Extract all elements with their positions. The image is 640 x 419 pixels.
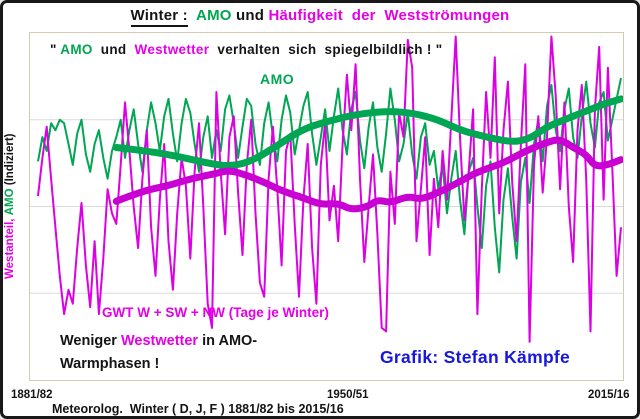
amo-series-label: AMO xyxy=(260,71,295,87)
quote-annotation: " AMO und Westwetter verhalten sich spie… xyxy=(50,42,443,57)
gwt-series-label: GWT W + SW + NW (Tage je Winter) xyxy=(102,305,329,320)
credit-label: Grafik: Stefan Kämpfe xyxy=(380,347,571,367)
plot-area: " AMO und Westwetter verhalten sich spie… xyxy=(29,32,624,381)
figure-title: Winter : AMO und Häufigkeit der Westströ… xyxy=(3,7,637,27)
x-tick-1881-82: 1881/82 xyxy=(11,389,53,401)
chart-svg xyxy=(30,35,623,343)
figure-caption: Meteorolog. Winter ( D, J, F ) 1881/82 b… xyxy=(52,402,344,416)
note-annotation: Weniger Westwetter in AMO- Warmphasen ! xyxy=(60,330,257,376)
x-tick-1950-51: 1950/51 xyxy=(327,389,369,401)
y-axis-label: Westanteil, AMO (Indiziert) xyxy=(4,133,16,279)
x-tick-2015-16: 2015/16 xyxy=(588,389,630,401)
note-line1: Weniger Westwetter in AMO- xyxy=(60,333,258,349)
note-line2: Warmphasen ! xyxy=(60,356,160,372)
